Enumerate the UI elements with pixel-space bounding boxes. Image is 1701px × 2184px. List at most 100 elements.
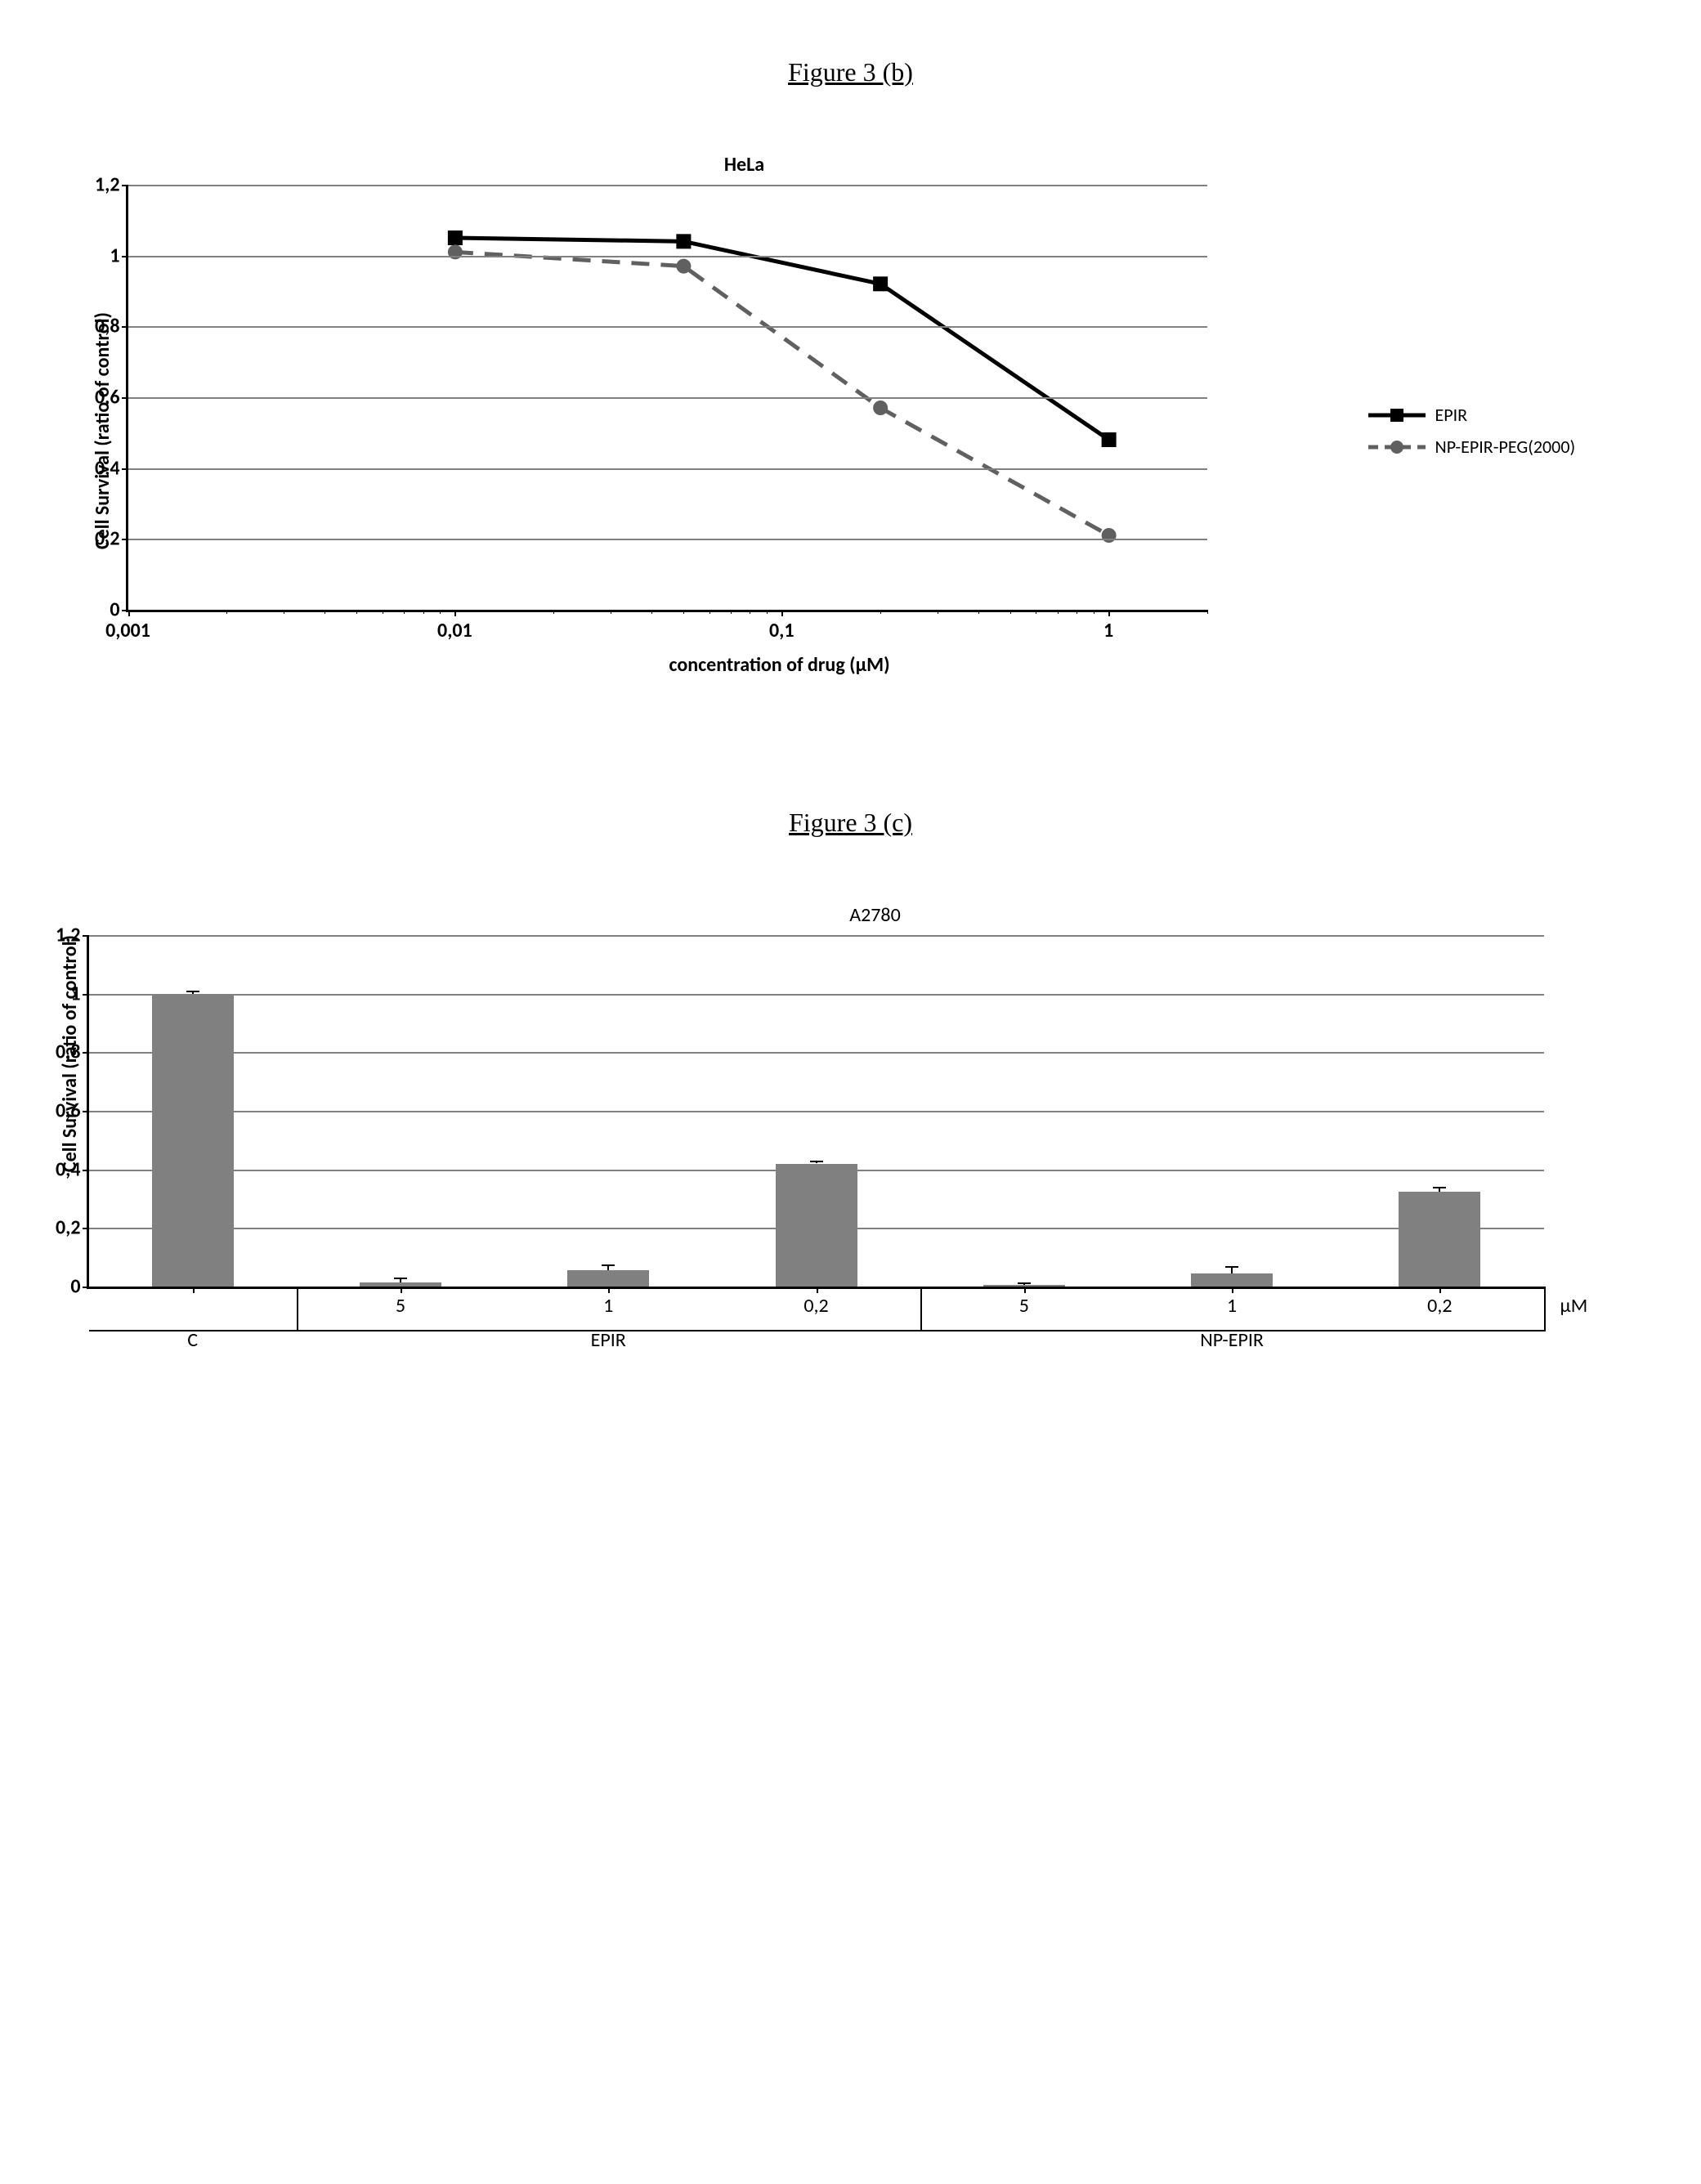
x-tick-mark bbox=[193, 1287, 195, 1293]
y-tick-mark bbox=[122, 468, 128, 470]
x-tick-mark bbox=[817, 1287, 818, 1293]
x-tick-mark bbox=[608, 1287, 610, 1293]
y-tick-mark bbox=[122, 256, 128, 257]
gridline bbox=[128, 468, 1207, 470]
y-tick-label: 0,8 bbox=[71, 315, 120, 338]
bar bbox=[776, 1164, 857, 1287]
bar-chart-title: A2780 bbox=[107, 903, 1644, 927]
line-chart-x-axis-label: concentration of drug (µM) bbox=[240, 653, 1319, 677]
x-minor-tick bbox=[651, 610, 652, 614]
x-minor-tick bbox=[1058, 610, 1059, 614]
gridline bbox=[128, 397, 1207, 399]
x-minor-tick bbox=[356, 610, 357, 614]
x-tick-label: 1 bbox=[1227, 1294, 1237, 1318]
line-chart-y-axis-label: Cell Survival (ratio of control) bbox=[91, 312, 114, 549]
x-tick-label: 0,001 bbox=[105, 619, 150, 642]
legend-item-epir: EPIR bbox=[1368, 404, 1611, 426]
x-tick-mark bbox=[1108, 610, 1110, 616]
y-tick-mark bbox=[83, 994, 89, 996]
gridline bbox=[89, 1052, 1544, 1054]
y-tick-label: 0,6 bbox=[71, 386, 120, 410]
y-tick-label: 0,8 bbox=[40, 1041, 81, 1064]
group-label: NP-EPIR bbox=[1200, 1328, 1264, 1352]
x-tick-label: 0,2 bbox=[803, 1294, 828, 1318]
error-bar-cap bbox=[810, 1161, 823, 1162]
legend-label: EPIR bbox=[1435, 404, 1468, 426]
group-separator bbox=[1544, 1287, 1546, 1331]
y-tick-label: 0,2 bbox=[40, 1216, 81, 1240]
bar bbox=[152, 994, 234, 1287]
gridline bbox=[128, 185, 1207, 186]
x-minor-tick bbox=[731, 610, 732, 614]
y-tick-mark bbox=[122, 185, 128, 186]
group-separator bbox=[297, 1287, 298, 1331]
x-tick-mark bbox=[401, 1287, 402, 1293]
y-tick-mark bbox=[83, 1111, 89, 1112]
error-bar-cap bbox=[1433, 1187, 1446, 1188]
gridline bbox=[89, 1111, 1544, 1112]
error-bar-cap bbox=[394, 1278, 407, 1279]
x-tick-label: 1 bbox=[603, 1294, 613, 1318]
gridline bbox=[89, 994, 1544, 996]
y-tick-mark bbox=[122, 397, 128, 399]
y-tick-label: 1,2 bbox=[40, 924, 81, 947]
x-minor-tick bbox=[1010, 610, 1011, 614]
series-marker bbox=[676, 259, 691, 274]
figure-b-caption: Figure 3 (b) bbox=[25, 57, 1676, 87]
y-tick-mark bbox=[122, 610, 128, 611]
y-tick-label: 1,2 bbox=[71, 173, 120, 197]
line-chart-plot-area: 00,20,40,60,811,20,0010,010,11 bbox=[126, 185, 1207, 612]
x-tick-label: 5 bbox=[396, 1294, 405, 1318]
gridline bbox=[128, 256, 1207, 257]
bar-chart-plot-area: 00,20,40,60,811,2510,2510,2CEPIRNP-EPIRµ… bbox=[87, 935, 1544, 1289]
x-minor-tick bbox=[709, 610, 710, 614]
series-marker bbox=[873, 401, 888, 415]
y-tick-label: 0,4 bbox=[40, 1157, 81, 1181]
group-label: C bbox=[187, 1328, 198, 1352]
gridline bbox=[128, 326, 1207, 328]
x-tick-label: 5 bbox=[1019, 1294, 1029, 1318]
line-chart-legend: EPIR NP-EPIR-PEG(2000) bbox=[1368, 394, 1611, 468]
y-tick-mark bbox=[83, 1287, 89, 1288]
error-bar-cap bbox=[602, 1264, 615, 1266]
x-tick-mark bbox=[454, 610, 456, 616]
group-separator-line bbox=[89, 1330, 1544, 1331]
y-tick-mark bbox=[122, 539, 128, 540]
x-minor-tick bbox=[553, 610, 554, 614]
y-tick-mark bbox=[83, 1170, 89, 1171]
x-tick-mark bbox=[1232, 1287, 1233, 1293]
series-line bbox=[454, 238, 1108, 440]
gridline bbox=[128, 539, 1207, 540]
bar bbox=[1191, 1273, 1273, 1287]
y-tick-label: 0 bbox=[40, 1275, 81, 1299]
legend-swatch-np-epir bbox=[1368, 439, 1426, 455]
x-minor-tick bbox=[683, 610, 684, 614]
x-minor-tick bbox=[978, 610, 979, 614]
x-minor-tick bbox=[423, 610, 424, 614]
y-tick-mark bbox=[122, 326, 128, 328]
y-tick-mark bbox=[83, 1052, 89, 1054]
error-bar-cap bbox=[1225, 1266, 1238, 1268]
series-line bbox=[454, 252, 1108, 535]
group-label: EPIR bbox=[591, 1328, 626, 1352]
error-bar-cap bbox=[1018, 1282, 1031, 1284]
y-tick-label: 0,4 bbox=[71, 456, 120, 480]
gridline bbox=[89, 935, 1544, 937]
x-minor-tick bbox=[767, 610, 768, 614]
figure-c-caption: Figure 3 (c) bbox=[25, 808, 1676, 838]
series-marker bbox=[1101, 432, 1116, 447]
error-bar-cap bbox=[186, 991, 199, 992]
x-minor-tick bbox=[404, 610, 405, 614]
x-tick-label: 0,1 bbox=[769, 619, 795, 642]
legend-label: NP-EPIR-PEG(2000) bbox=[1435, 436, 1576, 458]
y-tick-label: 1 bbox=[71, 244, 120, 267]
line-chart: HeLa Cell Survival (ratio of control) 00… bbox=[91, 153, 1611, 677]
x-tick-mark bbox=[781, 610, 783, 616]
y-tick-label: 1 bbox=[40, 982, 81, 1005]
x-tick-label: 0,2 bbox=[1427, 1294, 1452, 1318]
x-minor-tick bbox=[226, 610, 227, 614]
x-tick-label: 0,01 bbox=[437, 619, 472, 642]
x-tick-mark bbox=[128, 610, 130, 616]
x-tick-mark bbox=[1024, 1287, 1026, 1293]
legend-swatch-epir bbox=[1368, 407, 1426, 423]
